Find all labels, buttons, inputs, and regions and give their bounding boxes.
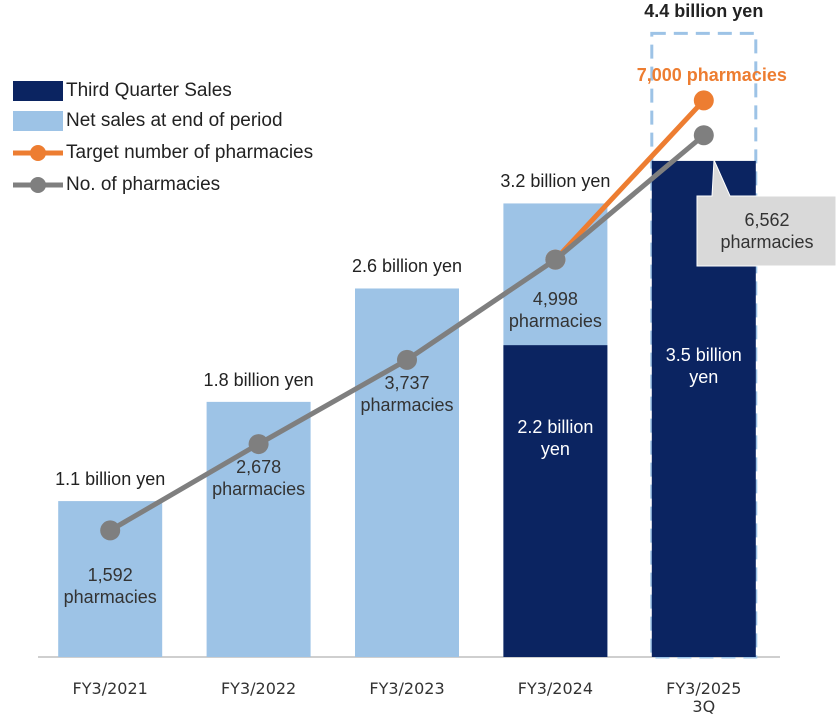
line-value-label: 2,678 pharmacies: [212, 457, 306, 500]
x-tick-label: FY3/2022: [220, 679, 297, 698]
x-tick-label: FY3/2025 3Q: [666, 679, 742, 714]
line-value-label: 4,998 pharmacies: [508, 288, 602, 331]
line-value-label: 7,000 pharmacies: [636, 65, 787, 86]
bar-value-label: 2.2 billion yen: [517, 417, 594, 460]
legend-swatch: [13, 111, 63, 131]
legend-label: Net sales at end of period: [66, 110, 283, 131]
bar-value-label: 4.4 billion yen: [644, 1, 764, 22]
line-marker: [693, 90, 714, 111]
bar: [503, 345, 608, 657]
x-tick-label: FY3/2024: [517, 679, 594, 698]
line-marker: [693, 125, 714, 146]
line-marker: [248, 434, 269, 455]
legend-label: Target number of pharmacies: [66, 142, 314, 163]
line-value-label: 1,592 pharmacies: [63, 565, 157, 608]
bar-value-label: 2.6 billion yen: [351, 256, 463, 277]
legend-swatch: [13, 81, 63, 101]
bar-value-label: 1.1 billion yen: [55, 469, 166, 490]
x-tick-label: FY3/2021: [72, 679, 148, 698]
legend-label: Third Quarter Sales: [66, 80, 232, 101]
x-tick-label: FY3/2023: [369, 679, 445, 698]
line: [553, 98, 706, 262]
line-value-label: 3,737 pharmacies: [360, 372, 454, 415]
line-marker: [100, 520, 121, 541]
legend-swatch: [30, 145, 46, 161]
bar: [355, 288, 459, 657]
bar-value-label: 3.2 billion yen: [500, 171, 611, 192]
line-marker: [545, 249, 566, 270]
line-marker: [397, 349, 417, 370]
legend-swatch: [30, 177, 46, 193]
bar-value-label: 3.5 billion yen: [665, 344, 742, 387]
bar-value-label: 1.8 billion yen: [203, 369, 314, 390]
line-value-label: 6,562 pharmacies: [720, 210, 814, 252]
legend-label: No. of pharmacies: [66, 174, 221, 195]
callout-box: [696, 159, 837, 267]
